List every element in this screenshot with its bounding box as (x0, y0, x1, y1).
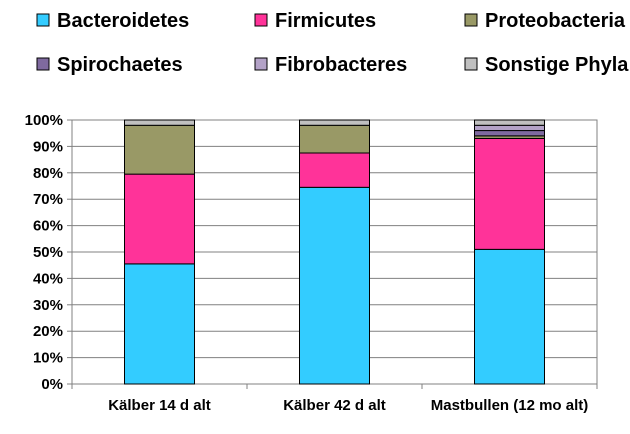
legend-label-proteobacteria: Proteobacteria (485, 10, 626, 32)
bar-segment-firmicutes (474, 137, 545, 250)
y-tick-label: 70% (33, 191, 63, 208)
bar-segment-sonstige-phyla (124, 119, 195, 126)
bar-segment-bacteroidetes (474, 248, 545, 385)
category-label: Mastbullen (12 mo alt) (431, 397, 589, 414)
legend: Bacteroidetes Firmicutes Proteobacteria Spi… (36, 10, 629, 76)
y-tick-label: 50% (33, 244, 63, 261)
legend-label-bacteroidetes: Bacteroidetes (57, 10, 189, 32)
category-label: Kälber 42 d alt (283, 397, 386, 414)
plot-area: 0% 10% 20% 30% 40% 50% 60% 70% 80% 90% 100% Kälber … (25, 112, 598, 414)
y-tick-label: 10% (33, 350, 63, 367)
bar-segment-fibrobacteres (474, 124, 545, 132)
bar-segment-bacteroidetes (299, 186, 370, 385)
y-tick-label: 90% (33, 138, 63, 155)
y-tick-label: 20% (33, 323, 63, 340)
legend-swatch-fibrobacteres (254, 57, 268, 71)
legend-label-firmicutes: Firmicutes (275, 10, 376, 32)
bar-segment-proteobacteria (124, 124, 195, 175)
bar-segment-spirochaetes (474, 130, 545, 137)
y-tick-label: 30% (33, 297, 63, 314)
y-tick-label: 60% (33, 218, 63, 235)
y-tick-label: 100% (25, 112, 63, 129)
y-tick-label: 0% (41, 376, 63, 393)
bar-segment-firmicutes (299, 152, 370, 188)
legend-label-sonstige-phyla: Sonstige Phyla (485, 54, 629, 76)
legend-swatch-bacteroidetes (36, 13, 50, 27)
bar-segment-firmicutes (124, 173, 195, 265)
legend-swatch-firmicutes (254, 13, 268, 27)
bar-segment-proteobacteria (299, 124, 370, 154)
legend-swatch-proteobacteria (464, 13, 478, 27)
bar-segment-bacteroidetes (124, 263, 195, 385)
legend-swatch-spirochaetes (36, 57, 50, 71)
y-tick-label: 80% (33, 165, 63, 182)
legend-label-spirochaetes: Spirochaetes (57, 54, 183, 76)
category-label: Kälber 14 d alt (108, 397, 211, 414)
bar-segment-sonstige-phyla (474, 119, 545, 126)
legend-label-fibrobacteres: Fibrobacteres (275, 54, 407, 76)
bar-segment-sonstige-phyla (299, 119, 370, 126)
legend-swatch-sonstige-phyla (464, 57, 478, 71)
y-tick-label: 40% (33, 270, 63, 287)
